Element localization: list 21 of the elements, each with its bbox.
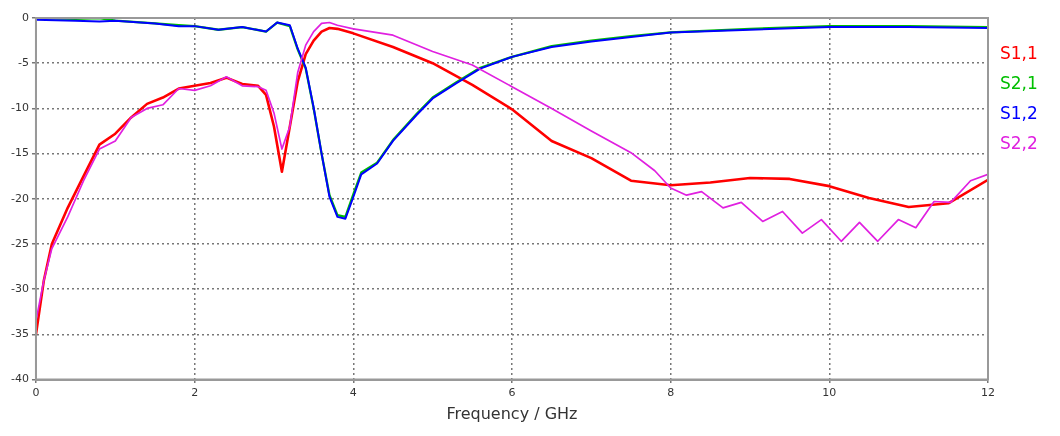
y-tick-label: -35 <box>11 327 29 341</box>
text: S2,1 <box>1000 72 1038 95</box>
series-label: S2,2 <box>1000 132 1038 155</box>
y-tick-label: -15 <box>11 146 29 160</box>
y-tick-label: -5 <box>18 56 29 70</box>
y-tick-label: -40 <box>11 372 29 386</box>
y-tick-label: -30 <box>11 282 29 296</box>
x-tick-label: 8 <box>667 386 675 400</box>
x-axis-title: Frequency / GHz <box>446 403 578 423</box>
y-tick-label: -10 <box>11 101 29 115</box>
x-tick-label: 4 <box>349 386 357 400</box>
x-tick-label: 10 <box>822 386 837 400</box>
y-tick-label: -20 <box>11 191 29 205</box>
text: S1,2 <box>1000 102 1038 125</box>
text: S1,1 <box>1000 42 1038 65</box>
y-tick-label: 0 <box>21 10 29 24</box>
x-tick-label: 2 <box>191 386 199 400</box>
y-tick-label: -25 <box>11 236 29 250</box>
x-tick-label: 6 <box>508 386 516 400</box>
x-tick-label: 0 <box>32 386 40 400</box>
x-tick-label: 12 <box>981 386 995 400</box>
